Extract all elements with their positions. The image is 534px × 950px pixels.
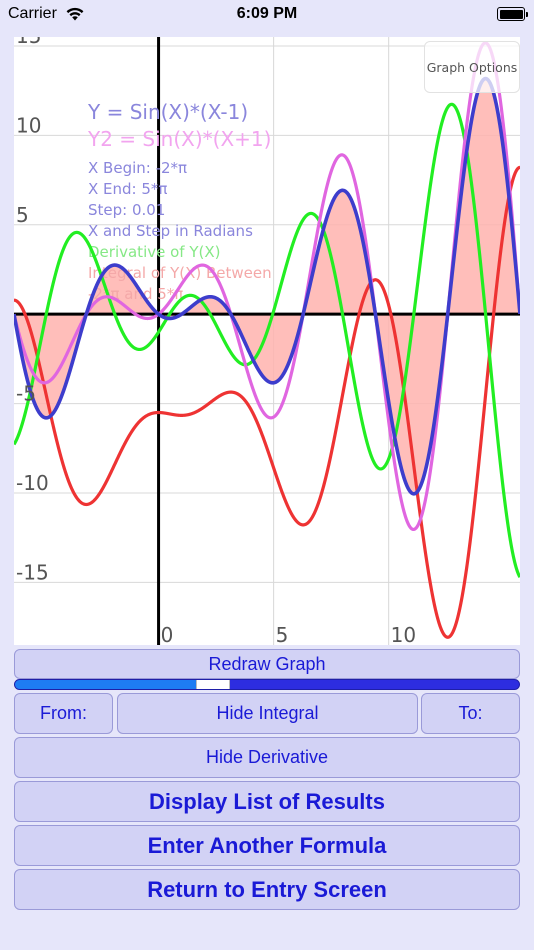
hide-derivative-button[interactable]: Hide Derivative	[14, 737, 520, 778]
integral-curve	[14, 165, 520, 639]
x-tick-label-2: 10	[391, 623, 416, 645]
derivative-curve	[14, 102, 520, 578]
x-tick-label-0: 0	[161, 623, 174, 645]
y-tick-label-0: 15	[16, 37, 41, 48]
status-bar: Carrier 6:09 PM	[0, 0, 534, 30]
hide-integral-button[interactable]: Hide Integral	[117, 693, 418, 734]
graph-options-button[interactable]: Graph Options	[424, 41, 520, 93]
slider-fill	[15, 680, 196, 689]
info-line-0: Y = Sin(X)*(X-1)	[87, 100, 248, 124]
y1-curve	[14, 76, 520, 496]
to-button[interactable]: To:	[421, 693, 520, 734]
y-tick-label-4: -10	[16, 471, 49, 495]
integral-shaded-area	[14, 78, 520, 494]
info-line-6: Derivative of Y(X)	[88, 243, 220, 261]
graph-view[interactable]: Y = Sin(X)*(X-1) Y2 = Sin(X)*(X+1) X Begin…	[14, 37, 520, 645]
y2-curve	[14, 41, 520, 532]
info-line-5: X and Step in Radians	[88, 222, 253, 240]
enter-another-formula-button[interactable]: Enter Another Formula	[14, 825, 520, 866]
y-tick-label-5: -15	[16, 560, 49, 584]
from-button[interactable]: From:	[14, 693, 113, 734]
display-list-button[interactable]: Display List of Results	[14, 781, 520, 822]
info-line-7: Integral of Y(X) Between	[88, 264, 272, 282]
y-tick-label-1: 10	[16, 113, 41, 137]
info-line-3: X End: 5*π	[88, 180, 167, 198]
x-tick-label-1: 5	[276, 623, 289, 645]
wifi-icon	[66, 7, 84, 21]
function-graph: Y = Sin(X)*(X-1) Y2 = Sin(X)*(X+1) X Begin…	[14, 37, 520, 645]
range-slider[interactable]	[14, 679, 520, 690]
clock-time: 6:09 PM	[236, 5, 298, 22]
y-tick-label-2: 5	[16, 203, 29, 227]
slider-thumb[interactable]	[196, 680, 230, 689]
redraw-graph-button[interactable]: Redraw Graph	[14, 649, 520, 679]
info-line-4: Step: 0.01	[88, 201, 165, 219]
return-entry-screen-button[interactable]: Return to Entry Screen	[14, 869, 520, 910]
y-tick-label-3: -5	[16, 382, 36, 406]
info-line-1: Y2 = Sin(X)*(X+1)	[87, 127, 271, 151]
info-line-2: X Begin: -2*π	[88, 159, 187, 177]
battery-icon	[497, 7, 528, 21]
carrier-label: Carrier	[8, 5, 57, 22]
